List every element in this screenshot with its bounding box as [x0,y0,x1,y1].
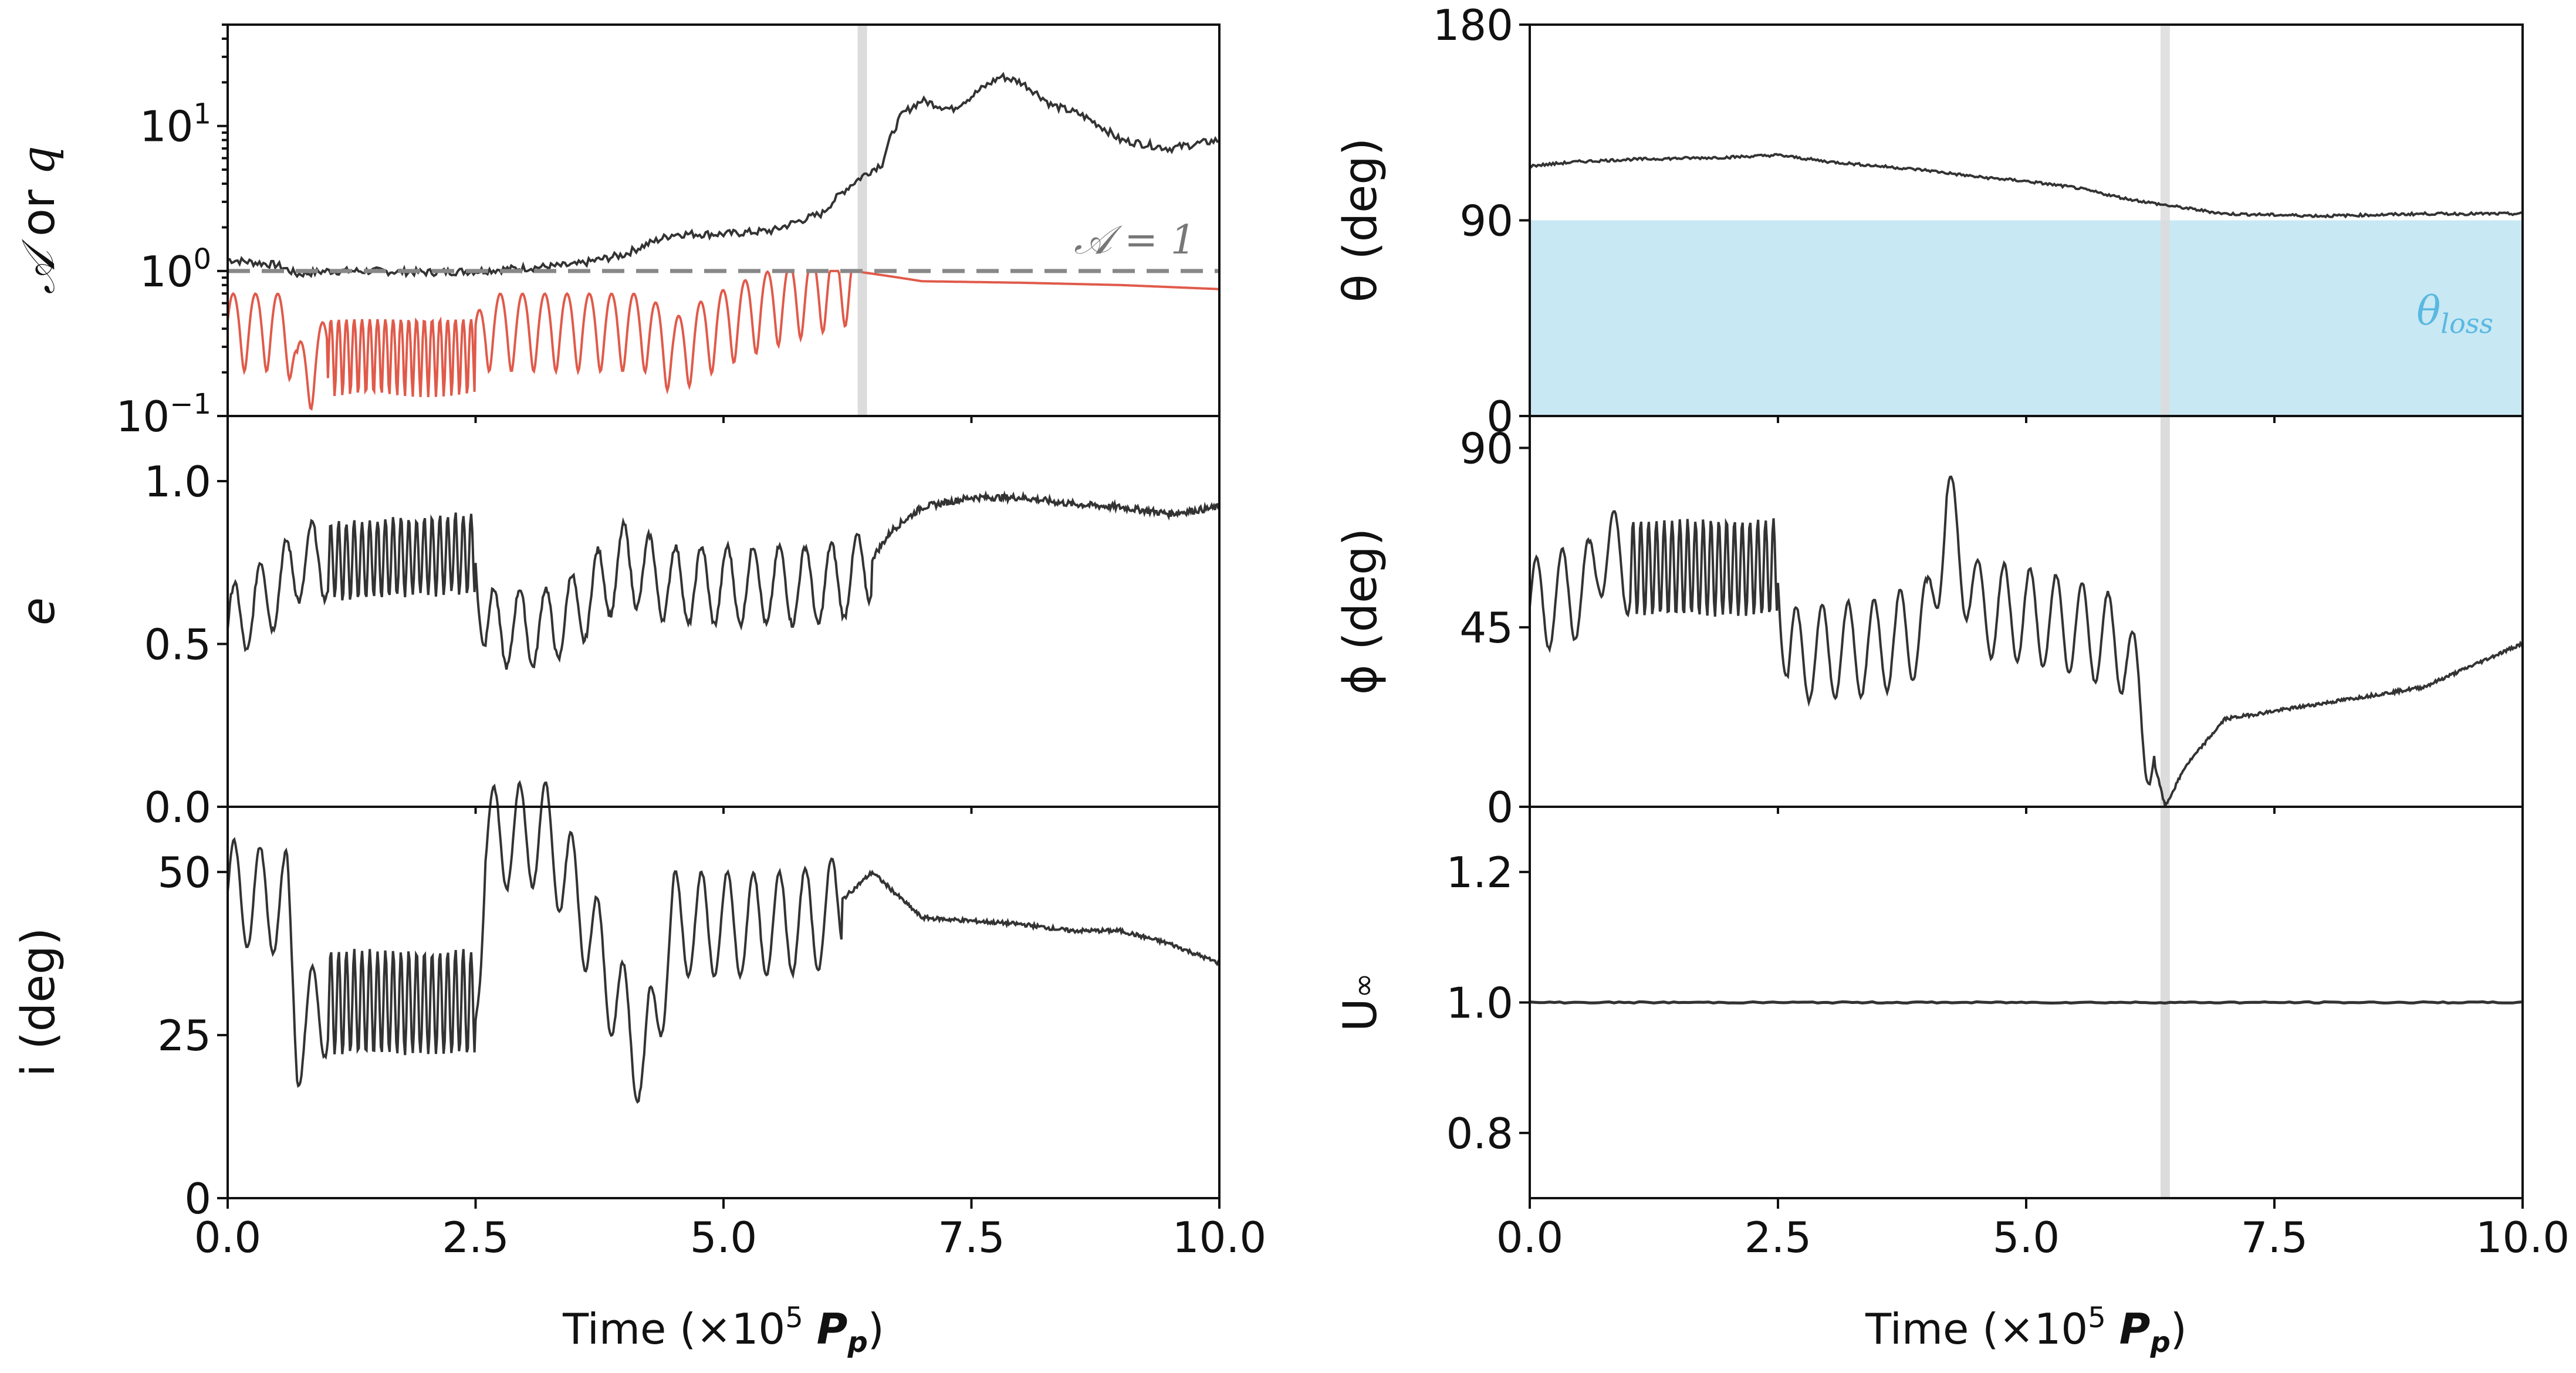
a-ytick-base: 10 [140,247,194,296]
ylabel-theta: θ (deg) [1334,138,1387,302]
left-frame [227,23,1221,1199]
i-ytick-label: 50 [157,848,211,897]
a-ytick-label: 101 [140,98,211,151]
e-series-line [227,490,1221,670]
phi-series-line [1529,475,2524,807]
panel-theta: θloss [1529,25,2523,416]
panel-u-infinity [1529,807,2523,1198]
ylabel-or: or [12,175,65,251]
a-ytick-exp: −1 [170,388,211,421]
xlabel-right-sub: p [2149,1326,2170,1359]
right-frame [1529,23,2524,1199]
e-ytick-label: 1.0 [144,457,211,506]
theta-ytick-label: 90 [1459,197,1513,246]
right-xtick-label: 5.0 [1993,1213,2060,1262]
ylabel-a-or-q: 𝒜 or q [12,146,65,294]
left-xtick-label: 10.0 [1172,1213,1266,1262]
left-column: 𝒜 = 1 [227,23,1221,1199]
right-xtick-label: 2.5 [1745,1213,1812,1262]
u-ytick-label: 1.0 [1446,979,1513,1028]
left-xtick-label: 2.5 [442,1213,509,1262]
u-ytick-label: 1.2 [1446,848,1513,897]
u-series-line [1529,1000,2523,1005]
left-xtick-label: 0.0 [194,1213,262,1262]
ylabel-u-base: U [1334,998,1387,1032]
right-column: θloss [1529,23,2524,1199]
xlabel-left-suffix: ) [868,1304,884,1354]
a-ytick-exp: 0 [193,243,211,276]
theta-ytick-label: 0 [1486,392,1513,441]
xlabel-right: Time (×105 Pp) [1865,1301,2187,1359]
a-ytick-exp: 1 [193,98,211,131]
ylabel-u-infinity: U∞ [1334,973,1387,1032]
ylabel-u-sub: ∞ [1346,973,1381,998]
xlabel-left-prefix: Time (×10 [562,1304,785,1354]
right-xtick-label: 0.0 [1496,1213,1564,1262]
a-series-line [227,72,1220,279]
theta-series-line [1529,153,2523,219]
i-ytick-label: 0 [184,1174,211,1223]
xlabel-left: Time (×105 Pp) [562,1301,884,1359]
right-xtick-label: 7.5 [2241,1213,2308,1262]
panel-e [227,490,1221,670]
xlabel-right-exp: 5 [2088,1301,2106,1334]
ylabel-phi: ϕ (deg) [1334,528,1387,695]
phi-ytick-label: 45 [1459,603,1513,652]
xlabel-left-sub: p [847,1326,867,1359]
theta-loss-sub: loss [2440,307,2493,339]
phi-ytick-label: 90 [1459,424,1513,473]
xlabel-right-suffix: ) [2171,1304,2187,1354]
ylabel-i: i (deg) [12,928,65,1077]
reference-label: 𝒜 = 1 [1074,217,1196,263]
a-ytick-label: 10−1 [116,388,211,441]
xlabel-right-prefix: Time (×10 [1865,1304,2088,1354]
ylabel-e: e [12,597,65,625]
a-ytick-label: 100 [140,243,211,296]
left-xtick-label: 7.5 [938,1213,1005,1262]
e-ytick-label: 0.5 [144,620,211,669]
ylabel-q-symbol: q [12,146,65,175]
i-series-line [227,780,1221,1104]
panel-a-or-q: 𝒜 = 1 [227,25,1220,416]
phi-ytick-label: 0 [1486,783,1513,832]
a-ytick-base: 10 [116,392,170,441]
e-ytick-label: 0.0 [144,783,211,832]
u-ytick-label: 0.8 [1446,1109,1513,1158]
panel-phi [1529,416,2524,807]
xlabel-left-exp: 5 [785,1301,803,1334]
theta-ytick-label: 180 [1433,1,1513,50]
panel-i [227,780,1221,1104]
y-axis-labels: 𝒜 or q e i (deg) θ (deg) ϕ (deg) U∞ [12,138,1387,1077]
theta-loss-region [1530,220,2523,416]
q-series-line [227,269,1219,411]
xlabel-right-var: P [2119,1304,2151,1354]
a-ytick-base: 10 [140,102,194,151]
left-xtick-label: 5.0 [690,1213,758,1262]
xlabel-left-var: P [817,1304,848,1354]
i-ytick-label: 25 [157,1011,211,1060]
right-xtick-label: 10.0 [2476,1213,2570,1262]
